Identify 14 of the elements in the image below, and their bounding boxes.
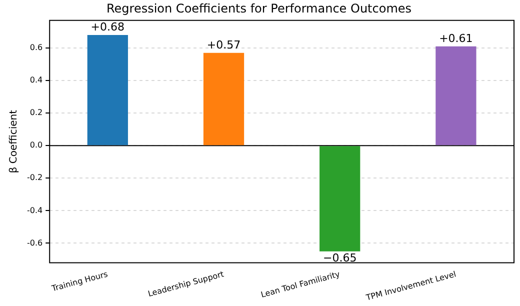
y-tick-label: -0.2 xyxy=(27,173,43,182)
x-tick-label: Training Hours xyxy=(50,270,109,294)
y-tick-label: 0.6 xyxy=(30,43,43,52)
chart-title: Regression Coefficients for Performance Outcomes xyxy=(106,1,412,16)
y-tick-label: -0.6 xyxy=(27,238,43,248)
data-label: −0.65 xyxy=(322,252,357,265)
y-tick-label: 0.0 xyxy=(30,140,43,150)
y-tick-label: 0.2 xyxy=(30,108,43,118)
data-label: +0.61 xyxy=(439,32,473,45)
y-tick-label: -0.4 xyxy=(27,206,43,215)
y-tick-label: 0.4 xyxy=(30,76,43,85)
data-label: +0.68 xyxy=(90,20,125,34)
data-label: +0.57 xyxy=(206,38,241,52)
y-axis-title: β Coefficient xyxy=(8,110,20,174)
